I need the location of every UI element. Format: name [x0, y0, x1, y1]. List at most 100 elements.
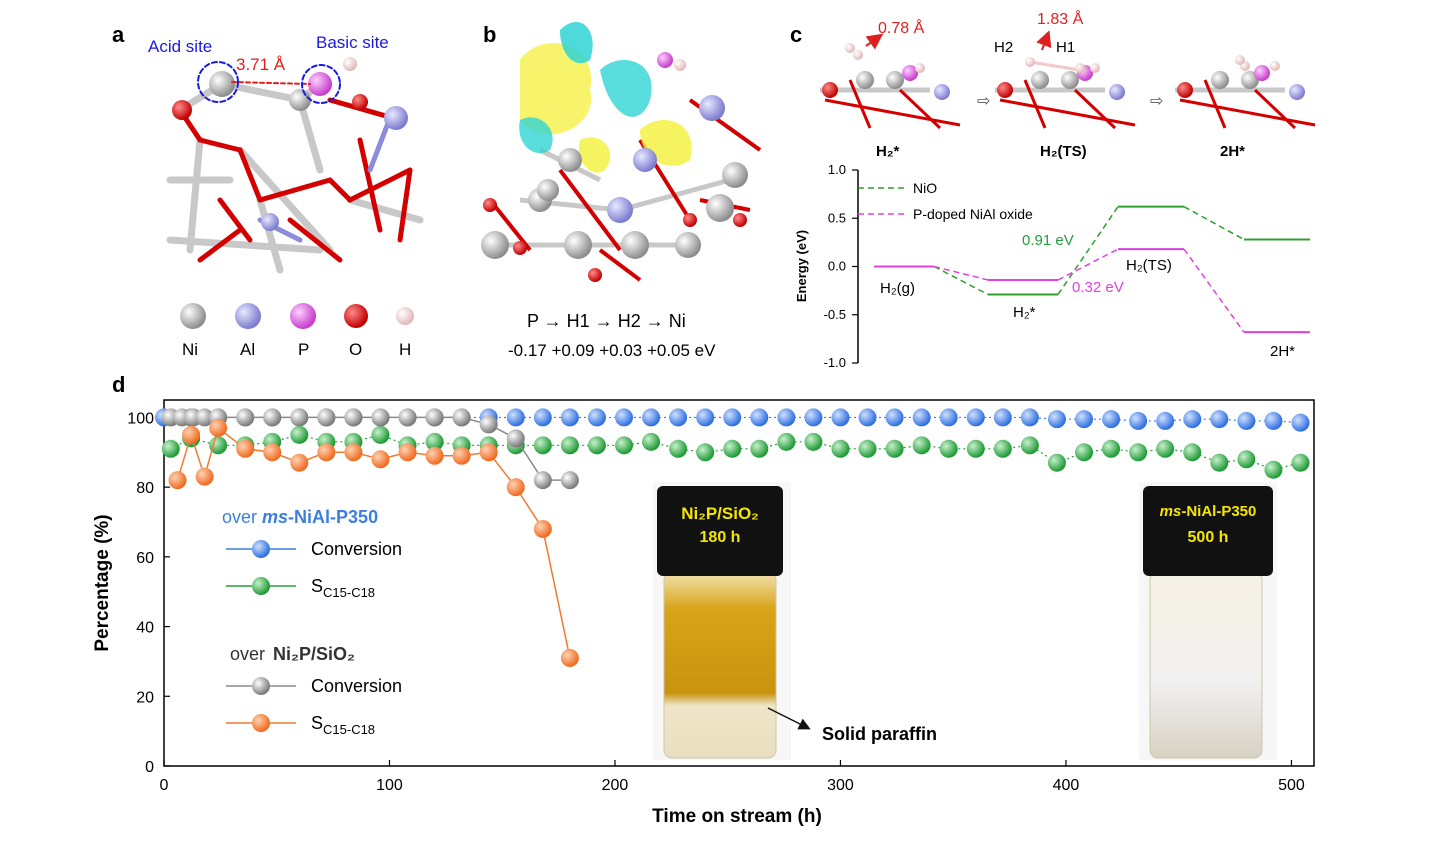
data-point-0-41 [1264, 411, 1283, 430]
data-point-1-40 [1237, 450, 1256, 469]
data-point-3-8 [344, 443, 363, 462]
data-point-0-28 [912, 408, 931, 427]
y-tick-label: 40 [136, 620, 154, 637]
legend-nio: NiO [913, 180, 937, 196]
y-tick-label: 100 [127, 410, 154, 427]
y-tick-label: 60 [136, 550, 154, 567]
data-point-1-5 [290, 425, 309, 444]
data-point-1-31 [993, 439, 1012, 458]
charge-density-structure [481, 21, 762, 282]
data-point-0-33 [1047, 410, 1066, 429]
panel-c-letter: c [790, 22, 802, 47]
barrier-nio-label: 0.91 eV [1022, 232, 1074, 249]
data-point-2-6 [263, 408, 282, 427]
data-point-1-0 [161, 439, 180, 458]
legend-al: Al [240, 340, 255, 359]
state-ts-energy-label: H₂(TS) [1126, 257, 1172, 274]
energy-chart: 1.0 0.5 0.0 -0.5 -1.0 Energy (eV) NiO P-dope… [794, 162, 1310, 370]
data-point-0-20 [696, 408, 715, 427]
data-point-1-10 [425, 432, 444, 451]
data-point-1-42 [1291, 453, 1310, 472]
energy-connector-1-3 [1183, 248, 1245, 333]
data-point-1-30 [966, 439, 985, 458]
state-h2-ads-label: H₂* [876, 143, 899, 160]
data-point-0-14 [533, 408, 552, 427]
data-point-1-18 [642, 432, 661, 451]
panel-d-letter: d [112, 372, 125, 397]
data-point-3-12 [452, 446, 471, 465]
legend-conversion-1: Conversion [311, 539, 402, 559]
molecule-structure-a [166, 57, 424, 274]
data-point-1-38 [1183, 443, 1202, 462]
legend-group2-title: over Ni₂P/SiO₂ [230, 644, 355, 664]
panel-a: a Acid site Basic site 3.71 Å [112, 22, 424, 359]
energy-ytick-label: -0.5 [824, 307, 846, 322]
data-point-1-21 [723, 439, 742, 458]
data-point-1-14 [533, 436, 552, 455]
data-point-3-15 [533, 519, 552, 538]
panel-b: b [481, 21, 762, 360]
charge-values-label: -0.17 +0.09 +0.03 +0.05 eV [508, 341, 716, 360]
data-point-1-37 [1156, 439, 1175, 458]
energy-connector-0-3 [1183, 206, 1245, 241]
y-tick-label: 0 [145, 759, 154, 776]
data-point-0-22 [750, 408, 769, 427]
state-h2g-label: H₂(g) [880, 280, 915, 297]
data-point-1-34 [1075, 443, 1093, 462]
data-point-3-11 [425, 446, 444, 465]
data-point-3-9 [371, 450, 390, 469]
data-point-0-24 [804, 408, 823, 427]
data-point-1-16 [587, 436, 606, 455]
data-point-0-31 [993, 408, 1012, 427]
panel-a-letter: a [112, 22, 125, 47]
data-point-0-30 [966, 408, 985, 427]
data-point-3-2 [195, 467, 214, 486]
structure-h2-ads [820, 43, 961, 130]
data-point-2-12 [425, 408, 444, 427]
x-tick-label: 100 [376, 777, 403, 794]
legend-group1-title: over ms-NiAl-P350 [222, 507, 378, 527]
energy-ytick-label: 1.0 [828, 162, 846, 177]
x-tick-label: 0 [160, 777, 169, 794]
ni-atom-icon [180, 303, 206, 329]
panel-b-letter: b [483, 22, 496, 47]
data-point-1-28 [912, 436, 931, 455]
data-point-3-0 [168, 471, 187, 490]
h2-atom-label: H2 [994, 39, 1013, 56]
d-legend: over ms-NiAl-P350 Conversion SC15-C18 ov… [222, 507, 402, 737]
data-point-1-8 [371, 425, 390, 444]
data-point-2-16 [533, 471, 552, 490]
o-atom-icon [344, 304, 368, 328]
barrier-p-label: 0.32 eV [1072, 279, 1124, 296]
legend-p-doped: P-doped NiAl oxide [913, 206, 1033, 222]
data-point-2-9 [344, 408, 363, 427]
data-point-0-34 [1075, 410, 1093, 429]
data-point-1-26 [858, 439, 877, 458]
data-point-0-13 [506, 408, 525, 427]
data-point-1-25 [831, 439, 850, 458]
data-point-1-2 [209, 436, 228, 455]
photo1-line1: Ni₂P/SiO₂ [681, 504, 758, 523]
arrow-right-icon-1: ⇨ [977, 93, 990, 110]
data-point-1-20 [696, 443, 715, 462]
data-point-3-1 [182, 425, 201, 444]
solid-paraffin-label: Solid paraffin [822, 724, 937, 744]
data-point-1-27 [885, 439, 904, 458]
data-point-0-39 [1210, 410, 1229, 429]
h-atom-icon [396, 307, 414, 325]
legend-green-marker [252, 577, 270, 595]
legend-blue-marker [252, 540, 270, 558]
data-point-1-35 [1102, 439, 1121, 458]
legend-conversion-2: Conversion [311, 676, 402, 696]
data-point-1-32 [1020, 436, 1039, 455]
data-point-0-27 [885, 408, 904, 427]
data-point-2-5 [236, 408, 255, 427]
data-point-1-22 [750, 439, 769, 458]
data-point-0-38 [1183, 410, 1202, 429]
energy-ytick-label: 0.5 [828, 210, 846, 225]
state-h2star-label: H₂* [1013, 304, 1036, 321]
data-point-0-23 [777, 408, 796, 427]
state-ts-label: H₂(TS) [1040, 143, 1087, 160]
legend-ni: Ni [182, 340, 198, 359]
